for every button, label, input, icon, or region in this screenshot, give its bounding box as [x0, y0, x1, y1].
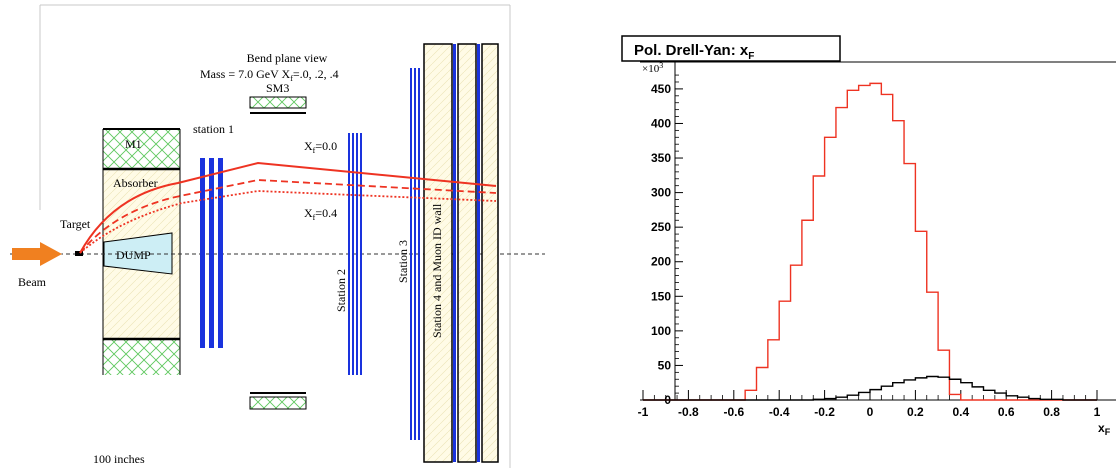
scale-label: 100 inches: [93, 452, 145, 466]
station-4-muon-wall: [423, 43, 499, 463]
y-tick-label: 400: [651, 116, 671, 130]
diagram-header-mass: Mass = 7.0 GeV Xf=.0, .2, .4: [200, 67, 339, 83]
station3-label: Station 3: [396, 240, 410, 283]
histogram-series-1: [643, 82, 1097, 401]
xf-histogram-panel: Pol. Drell-Yan: xF ×103 0 50 100 150 200 250 3…: [560, 0, 1116, 468]
y-tick-label: 150: [651, 289, 671, 303]
histogram-series: [643, 82, 1097, 401]
x-tick-label: 1: [1094, 405, 1101, 419]
x-tick-label: 0.6: [998, 405, 1015, 419]
xf-histogram-chart: Pol. Drell-Yan: xF ×103 0 50 100 150 200 250 3…: [621, 35, 1116, 437]
y-tick-label: 450: [651, 82, 671, 96]
sm3-magnet-bottom: [249, 396, 307, 410]
station2-label: Station 2: [334, 269, 348, 312]
station4-label: Station 4 and Muon ID wall: [430, 203, 444, 338]
diagram-header-title: Bend plane view: [247, 51, 328, 65]
y-tick-label: 250: [651, 220, 671, 234]
y-tick-label: 350: [651, 151, 671, 165]
track-xf-0-0: [79, 161, 497, 254]
dump-label: DUMP: [116, 248, 151, 262]
x-tick-label: -1: [638, 405, 649, 419]
sm3-magnet-top: [249, 96, 307, 109]
station-2: [348, 133, 362, 375]
xf-0-label: Xf=0.0: [304, 139, 337, 155]
sm3-label: SM3: [266, 81, 289, 95]
y-tick-label: 50: [658, 358, 672, 372]
x-axis-label: xF: [1098, 421, 1111, 437]
x-tick-label: -0.6: [723, 405, 744, 419]
xf-4-label: Xf=0.4: [304, 206, 337, 222]
histogram-series-2: [643, 375, 1097, 401]
absorber-label: Absorber: [113, 176, 158, 190]
detector-diagram-svg: Bend plane view Mass = 7.0 GeV Xf=.0, .2…: [10, 4, 545, 468]
track-xf-0-2: [79, 179, 497, 254]
x-tick-label: 0: [867, 405, 874, 419]
x-tick-label: 0.4: [952, 405, 969, 419]
y-tick-label: 200: [651, 255, 671, 269]
x-tick-label: -0.4: [769, 405, 790, 419]
m1-magnet-top: [103, 129, 180, 169]
beam-arrow: [12, 242, 62, 266]
chart-title-box: [621, 35, 841, 62]
station1-label: station 1: [193, 122, 234, 136]
m1-label: M1: [125, 137, 142, 151]
y-tick-label: 100: [651, 324, 671, 338]
y-tick-label: 300: [651, 186, 671, 200]
x-tick-label: -0.8: [678, 405, 699, 419]
x-tick-label: 0.8: [1043, 405, 1060, 419]
x-tick-label: 0.2: [907, 405, 924, 419]
m1-magnet-bottom: [103, 339, 180, 375]
chart-title: Pol. Drell-Yan: xF: [634, 42, 754, 62]
x-tick-label: -0.2: [814, 405, 835, 419]
target-label: Target: [60, 217, 91, 231]
station-1: [200, 158, 223, 348]
beam-label: Beam: [18, 275, 47, 289]
y-multiplier: ×103: [642, 61, 663, 75]
x-ticks: -1 -0.8 -0.6 -0.4 -0.2 0 0.2 0.4 0.6 0.8 1: [638, 390, 1101, 419]
target: [75, 251, 83, 256]
station-3: [410, 68, 420, 440]
detector-diagram: Bend plane view Mass = 7.0 GeV Xf=.0, .2…: [0, 0, 560, 468]
